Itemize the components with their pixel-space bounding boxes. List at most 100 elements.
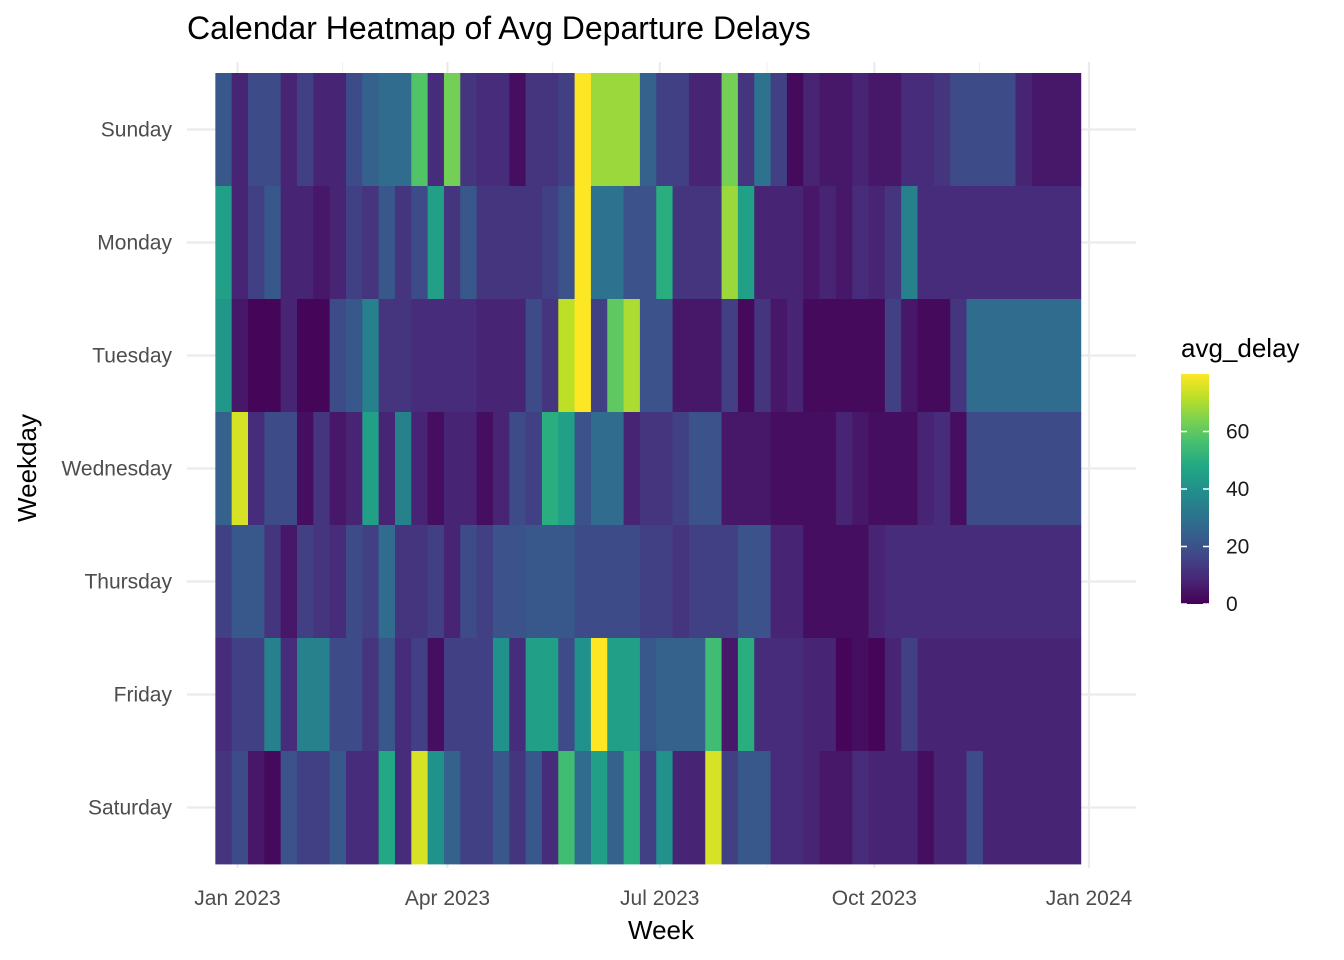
- heatmap-cell: [248, 412, 265, 526]
- heatmap-cell: [1031, 73, 1049, 187]
- heatmap-cell: [786, 186, 804, 300]
- heatmap-cell: [639, 73, 657, 187]
- heatmap-cell: [982, 412, 1000, 526]
- color-legend: avg_delay 0 20 40 60: [1181, 333, 1300, 616]
- heatmap-cell: [541, 751, 559, 865]
- heatmap-cell: [705, 73, 722, 187]
- heatmap-cell: [672, 751, 690, 865]
- heatmap-cell: [999, 751, 1016, 865]
- heatmap-cell: [378, 299, 396, 413]
- heatmap-cell: [770, 186, 788, 300]
- heatmap-cell: [982, 638, 1000, 752]
- heatmap-cell: [509, 186, 527, 300]
- heatmap-cell: [917, 299, 935, 413]
- heatmap-cell: [313, 638, 331, 752]
- heatmap-cell: [248, 638, 265, 752]
- heatmap-cell: [264, 186, 282, 300]
- heatmap-cell: [737, 751, 755, 865]
- heatmap-cell: [835, 186, 853, 300]
- heatmap-cell: [248, 525, 265, 639]
- heatmap-cell: [672, 525, 690, 639]
- heatmap-cell: [933, 638, 951, 752]
- heatmap-cell: [901, 299, 918, 413]
- heatmap-cell: [950, 638, 967, 752]
- heatmap-cell: [607, 412, 624, 526]
- heatmap-cell: [411, 638, 429, 752]
- heatmap-cell: [917, 186, 935, 300]
- heatmap-cell: [362, 73, 380, 187]
- heatmap-cell: [754, 299, 771, 413]
- heatmap-cell: [688, 299, 706, 413]
- heatmap-cell: [1015, 751, 1033, 865]
- heatmap-cell: [884, 299, 902, 413]
- heatmap-cell: [443, 638, 461, 752]
- heatmap-cell: [901, 73, 918, 187]
- x-axis-tick-labels: Jan 2023 Apr 2023 Jul 2023 Oct 2023 Jan 2024: [194, 887, 1132, 910]
- heatmap-cell: [656, 751, 673, 865]
- heatmap-cell: [1048, 299, 1065, 413]
- heatmap-cell: [345, 525, 363, 639]
- legend-title: avg_delay: [1181, 333, 1300, 363]
- heatmap-cell: [705, 751, 722, 865]
- heatmap-cell: [411, 751, 429, 865]
- heatmap-cell: [672, 186, 690, 300]
- heatmap-cell: [296, 525, 314, 639]
- heatmap-cell: [656, 299, 673, 413]
- heatmap-cell: [607, 751, 624, 865]
- heatmap-cell: [819, 186, 837, 300]
- heatmap-cell: [950, 73, 967, 187]
- x-tick-label: Jan 2024: [1046, 887, 1133, 910]
- heatmap-cell: [1031, 525, 1049, 639]
- heatmap-cell: [264, 73, 282, 187]
- heatmap-cell: [999, 186, 1016, 300]
- heatmap-cell: [1064, 299, 1082, 413]
- y-tick-label: Monday: [97, 232, 172, 255]
- heatmap-cell: [329, 525, 347, 639]
- heatmap-cell: [819, 299, 837, 413]
- heatmap-cell: [313, 412, 331, 526]
- heatmap-cell: [345, 412, 363, 526]
- heatmap-cell: [362, 412, 380, 526]
- heatmap-cell: [590, 412, 608, 526]
- heatmap-cell: [476, 751, 494, 865]
- heatmap-cell: [492, 299, 510, 413]
- heatmap-cell: [394, 412, 412, 526]
- heatmap-cell: [999, 73, 1016, 187]
- heatmap-cell: [639, 412, 657, 526]
- heatmap-cell: [884, 638, 902, 752]
- heatmap-cell: [835, 525, 853, 639]
- y-tick-label: Wednesday: [61, 458, 172, 481]
- heatmap-cell: [541, 638, 559, 752]
- heatmap-cell: [394, 186, 412, 300]
- heatmap-cell: [215, 751, 233, 865]
- heatmap-cell: [721, 186, 739, 300]
- heatmap-cell: [411, 412, 429, 526]
- heatmap-cell: [901, 186, 918, 300]
- heatmap-cell: [280, 186, 298, 300]
- heatmap-cell: [476, 412, 494, 526]
- heatmap-cell: [345, 186, 363, 300]
- heatmap-cell: [721, 412, 739, 526]
- heatmap-cell: [525, 73, 543, 187]
- heatmap-cell: [770, 412, 788, 526]
- heatmap-cell: [852, 751, 869, 865]
- heatmap-cell: [378, 73, 396, 187]
- heatmap-cell: [982, 186, 1000, 300]
- y-tick-label: Sunday: [101, 119, 173, 142]
- heatmap-cell: [1015, 412, 1033, 526]
- heatmap-cell: [770, 299, 788, 413]
- heatmap-cell: [688, 73, 706, 187]
- heatmap-cell: [476, 638, 494, 752]
- heatmap-cell: [492, 525, 510, 639]
- heatmap-cell: [852, 186, 869, 300]
- heatmap-cell: [737, 525, 755, 639]
- heatmap-cell: [427, 186, 445, 300]
- heatmap-cell: [705, 412, 722, 526]
- heatmap-cell: [264, 638, 282, 752]
- heatmap-cell: [901, 638, 918, 752]
- heatmap-cell: [737, 412, 755, 526]
- heatmap-cell: [868, 73, 886, 187]
- heatmap-cell: [509, 525, 527, 639]
- heatmap-cell: [541, 186, 559, 300]
- heatmap-cell: [460, 299, 478, 413]
